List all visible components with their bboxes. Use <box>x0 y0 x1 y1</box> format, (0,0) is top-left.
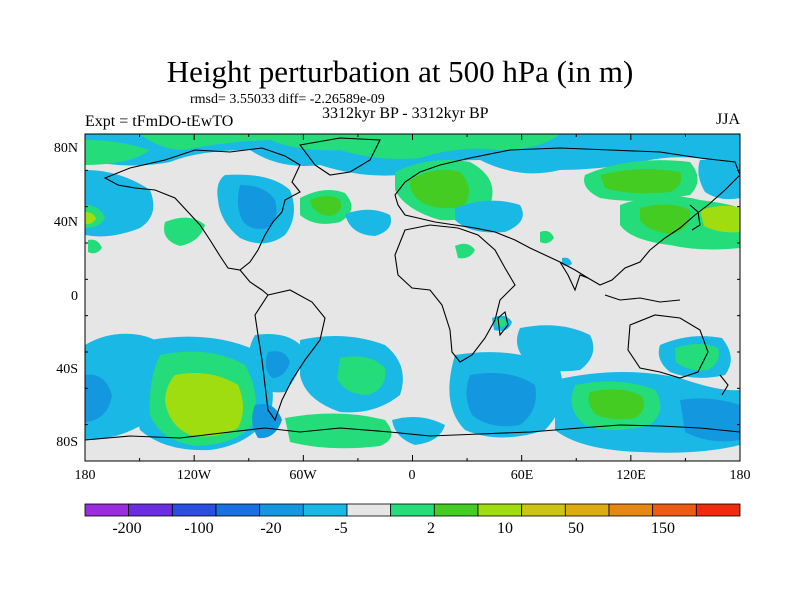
lat-label-80n: 80N <box>53 141 78 156</box>
colorbar-box <box>215 503 261 517</box>
anomaly-blob <box>700 205 740 233</box>
lon-label-120e: 120E <box>616 468 646 483</box>
lat-label-eq: 0 <box>71 289 78 304</box>
colorbar-label: 2 <box>427 520 435 537</box>
colorbar-box <box>433 503 479 517</box>
season-label: JJA <box>716 111 741 128</box>
lon-label-120w: 120W <box>176 468 212 483</box>
lon-label-180w: 180 <box>74 468 96 483</box>
anomaly-blob <box>88 239 102 254</box>
colorbar-box <box>477 503 523 517</box>
coastline-new-zealand <box>719 374 729 396</box>
anomaly-blob <box>164 217 205 246</box>
axis-ticks <box>84 133 741 462</box>
anomaly-blob <box>310 196 342 216</box>
colorbar-box <box>608 503 654 517</box>
colorbar-label: -5 <box>334 520 348 537</box>
anomaly-blob <box>588 389 644 420</box>
lon-label-60w: 60W <box>289 468 317 483</box>
anomaly-blob <box>698 159 740 200</box>
anomaly-blob <box>285 413 392 449</box>
anomaly-blob <box>345 209 391 236</box>
colorbar-box <box>171 503 217 517</box>
anomaly-blob <box>85 374 112 422</box>
coastline-africa <box>394 224 516 363</box>
coastline-south-america <box>254 289 326 422</box>
colorbar-box <box>346 503 392 517</box>
colorbar-box <box>564 503 610 517</box>
lon-label-60e: 60E <box>510 468 534 483</box>
coastline-europe-asia <box>394 147 740 286</box>
anomaly-blob <box>640 204 691 234</box>
coastline-japan <box>689 204 701 231</box>
coastlines <box>85 137 740 441</box>
colorbar <box>84 503 741 517</box>
anomaly-blob <box>600 169 682 194</box>
anomaly-blob <box>237 185 277 229</box>
anomaly-blob <box>165 372 243 437</box>
anomaly-blob <box>337 356 386 395</box>
lon-label-0: 0 <box>408 468 416 483</box>
colorbar-label: -100 <box>184 520 214 537</box>
colorbar-box <box>302 503 348 517</box>
colorbar-label: 50 <box>568 520 584 537</box>
lat-label-40n: 40N <box>53 215 78 230</box>
anomaly-blob <box>85 212 96 225</box>
anomaly-blob <box>540 230 554 244</box>
colorbar-label: -200 <box>112 520 142 537</box>
period-label: 3312kyr BP - 3312kyr BP <box>322 105 489 122</box>
lon-label-180e: 180 <box>729 468 751 483</box>
coastline-australia <box>627 314 709 379</box>
colorbar-box <box>695 503 741 517</box>
colorbar-box <box>128 503 173 517</box>
coastline-north-america <box>103 147 301 271</box>
colorbar-box <box>390 503 435 517</box>
anomaly-blob <box>85 140 150 165</box>
coastline-central-america <box>239 269 269 296</box>
colorbar-box <box>652 503 697 517</box>
anomaly-blob <box>140 134 560 159</box>
colorbar-box <box>84 503 130 517</box>
coastline-indonesia <box>604 294 681 303</box>
anomaly-blob <box>392 416 445 445</box>
colorbar-box <box>259 503 304 517</box>
colorbar-label: 10 <box>497 520 513 537</box>
stats-text: rmsd= 3.55033 diff= -2.26589e-09 <box>190 92 385 107</box>
anomaly-blob <box>455 200 523 233</box>
coastline-india <box>559 261 589 292</box>
colorbar-label: -20 <box>260 520 282 537</box>
lat-label-40s: 40S <box>56 362 78 377</box>
plot-title: Height perturbation at 500 hPa (in m) <box>166 54 634 89</box>
lat-label-80s: 80S <box>56 435 78 450</box>
coastline-greenland <box>299 137 381 176</box>
anomaly-blob <box>409 169 469 209</box>
experiment-label: Expt = tFmDO-tEwTO <box>85 113 234 130</box>
anomaly-blob <box>265 351 290 378</box>
colorbar-label: 150 <box>651 520 675 537</box>
coastline-madagascar <box>497 310 509 337</box>
anomaly-blob <box>455 243 475 259</box>
colorbar-box <box>521 503 566 517</box>
coastline-antarctica <box>85 424 740 441</box>
anomaly-blob <box>466 372 536 427</box>
